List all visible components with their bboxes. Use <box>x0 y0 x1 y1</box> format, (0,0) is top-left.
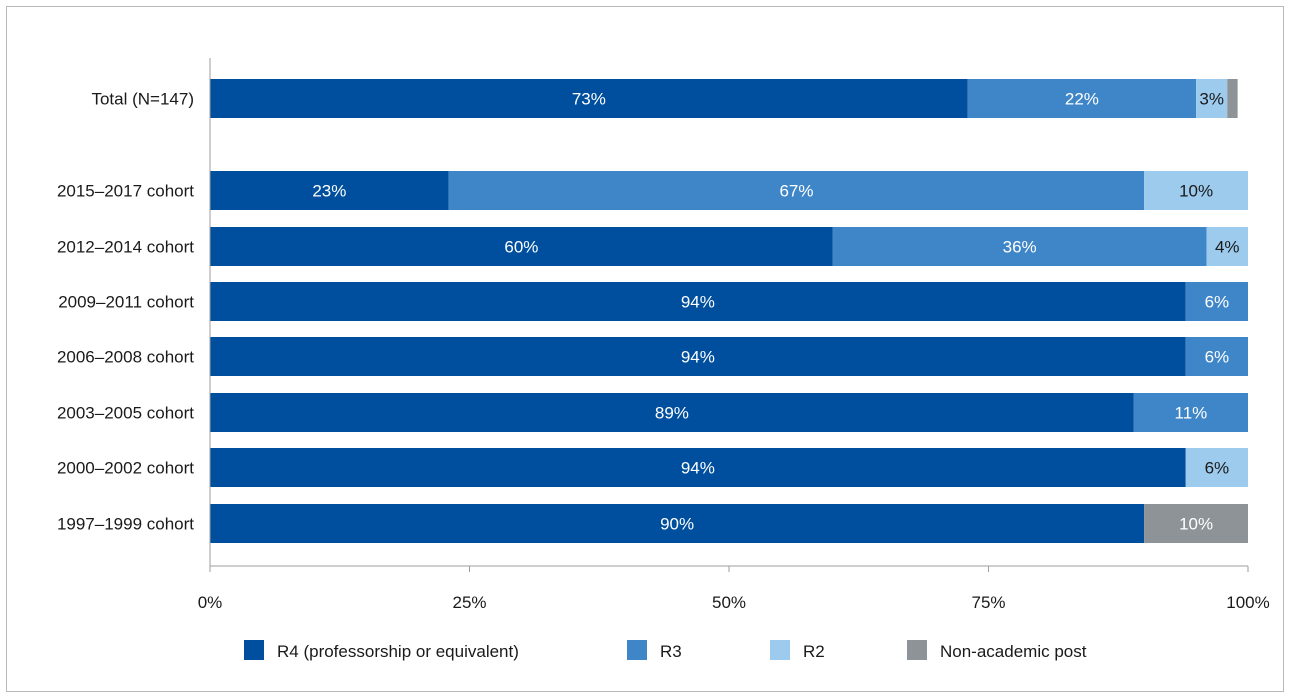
data-label: 36% <box>1003 238 1037 257</box>
legend-label: R3 <box>660 642 682 661</box>
category-labels-layer: Total (N=147) 2015–2017 cohort 2012–2014 c… <box>57 90 194 534</box>
category-label: Total (N=147) <box>91 90 194 109</box>
data-label: 94% <box>681 459 715 478</box>
bar-segment <box>1144 171 1248 210</box>
bar-segment <box>210 227 833 266</box>
category-label: 2000–2002 cohort <box>57 459 194 478</box>
data-label: 22% <box>1065 90 1099 109</box>
x-tick-label: 50% <box>712 593 746 612</box>
legend-swatch <box>907 640 927 660</box>
bar-segment <box>1227 79 1238 118</box>
bar-segment <box>832 227 1207 266</box>
data-label: 10% <box>1179 182 1213 201</box>
legend-swatch <box>770 640 790 660</box>
data-label: 73% <box>572 90 606 109</box>
legend-swatch <box>627 640 647 660</box>
bar-segment <box>1185 337 1248 376</box>
bar-segment <box>210 504 1145 543</box>
bar-segment <box>1185 282 1248 321</box>
bar-labels-layer: 73% 22% 3% 23% 67% 10% 60% 36% 4% 94% 6% 94% 6% 89% 11… <box>312 90 1239 534</box>
data-label: 10% <box>1179 515 1213 534</box>
x-axis: 0% 25% 50% 75% 100% <box>198 58 1270 612</box>
category-label: 2006–2008 cohort <box>57 348 194 367</box>
x-tick-label: 75% <box>971 593 1005 612</box>
data-label: 60% <box>504 238 538 257</box>
x-tick-label: 25% <box>452 593 486 612</box>
bars-layer <box>210 79 1248 543</box>
category-label: 2003–2005 cohort <box>57 404 194 423</box>
category-label: 2009–2011 cohort <box>58 293 194 312</box>
data-label: 6% <box>1205 459 1230 478</box>
bar-segment <box>1206 227 1248 266</box>
category-label: 2015–2017 cohort <box>57 182 194 201</box>
bar-segment <box>1133 393 1248 432</box>
bar-segment <box>210 282 1186 321</box>
bar-segment <box>210 448 1186 487</box>
data-label: 90% <box>660 515 694 534</box>
legend-label: R2 <box>803 642 825 661</box>
bar-segment <box>1144 504 1248 543</box>
data-label: 94% <box>681 293 715 312</box>
bar-segment <box>210 393 1134 432</box>
bar-segment <box>1196 79 1228 118</box>
legend-label: R4 (professorship or equivalent) <box>277 642 519 661</box>
data-label: 89% <box>655 404 689 423</box>
legend: R4 (professorship or equivalent) R3 R2 Non-… <box>244 640 1087 661</box>
x-tick-label: 0% <box>198 593 223 612</box>
data-label: 6% <box>1205 348 1230 367</box>
legend-swatch <box>244 640 264 660</box>
data-label: 11% <box>1175 404 1208 423</box>
data-label: 3% <box>1199 90 1224 109</box>
bar-segment <box>210 79 968 118</box>
x-tick-label: 100% <box>1226 593 1269 612</box>
bar-segment <box>210 171 449 210</box>
data-label: 4% <box>1215 238 1240 257</box>
category-label: 2012–2014 cohort <box>57 238 194 257</box>
data-label: 6% <box>1205 293 1230 312</box>
data-label: 67% <box>779 182 813 201</box>
category-label: 1997–1999 cohort <box>57 515 194 534</box>
bar-segment <box>967 79 1197 118</box>
bar-segment <box>210 337 1186 376</box>
data-label: 94% <box>681 348 715 367</box>
bar-segment <box>1185 448 1248 487</box>
data-label: 23% <box>312 182 346 201</box>
legend-label: Non-academic post <box>940 642 1087 661</box>
bar-segment <box>448 171 1145 210</box>
